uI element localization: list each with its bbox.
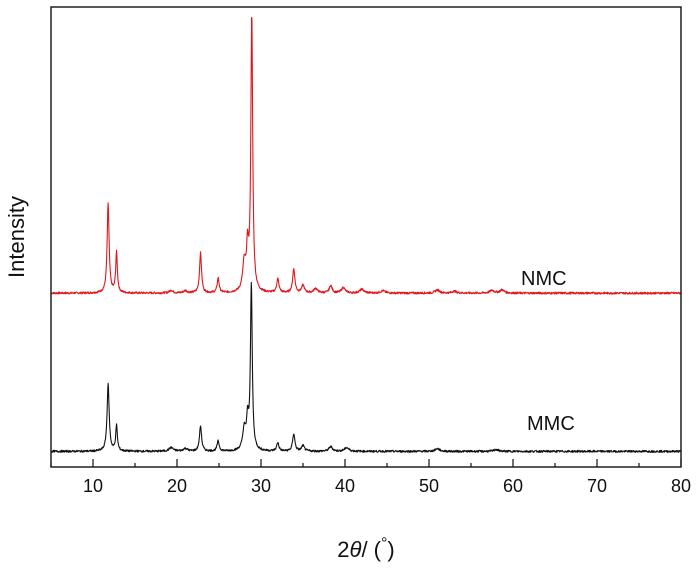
x-axis-label-theta: θ bbox=[350, 537, 362, 562]
x-tick-label: 40 bbox=[335, 476, 355, 496]
x-axis-label-suffix: / ( bbox=[361, 537, 381, 562]
x-tick-label: 70 bbox=[587, 476, 607, 496]
x-tick-label: 10 bbox=[83, 476, 103, 496]
x-axis-label-prefix: 2 bbox=[337, 537, 349, 562]
series-label-mmc: MMC bbox=[527, 413, 575, 435]
x-ticks-layer: 10 20 30 40 50 60 70 80 bbox=[50, 459, 691, 496]
x-axis-label-unit: ° bbox=[381, 535, 387, 552]
traces-layer bbox=[50, 17, 682, 453]
series-label-nmc: NMC bbox=[521, 268, 567, 290]
series-line-mmc bbox=[50, 281, 682, 453]
x-tick-label: 80 bbox=[671, 476, 691, 496]
y-axis-label: Intensity bbox=[4, 196, 29, 278]
x-tick-label: 50 bbox=[419, 476, 439, 496]
x-tick-label: 20 bbox=[167, 476, 187, 496]
plot-frame bbox=[50, 6, 682, 468]
x-tick-label: 60 bbox=[503, 476, 523, 496]
series-labels-layer: NMC MMC bbox=[521, 268, 575, 435]
x-tick-label: 30 bbox=[251, 476, 271, 496]
x-axis-label: 2θ/ (°) bbox=[337, 535, 394, 562]
x-axis-label-close: ) bbox=[387, 537, 394, 562]
series-line-nmc bbox=[50, 17, 682, 295]
